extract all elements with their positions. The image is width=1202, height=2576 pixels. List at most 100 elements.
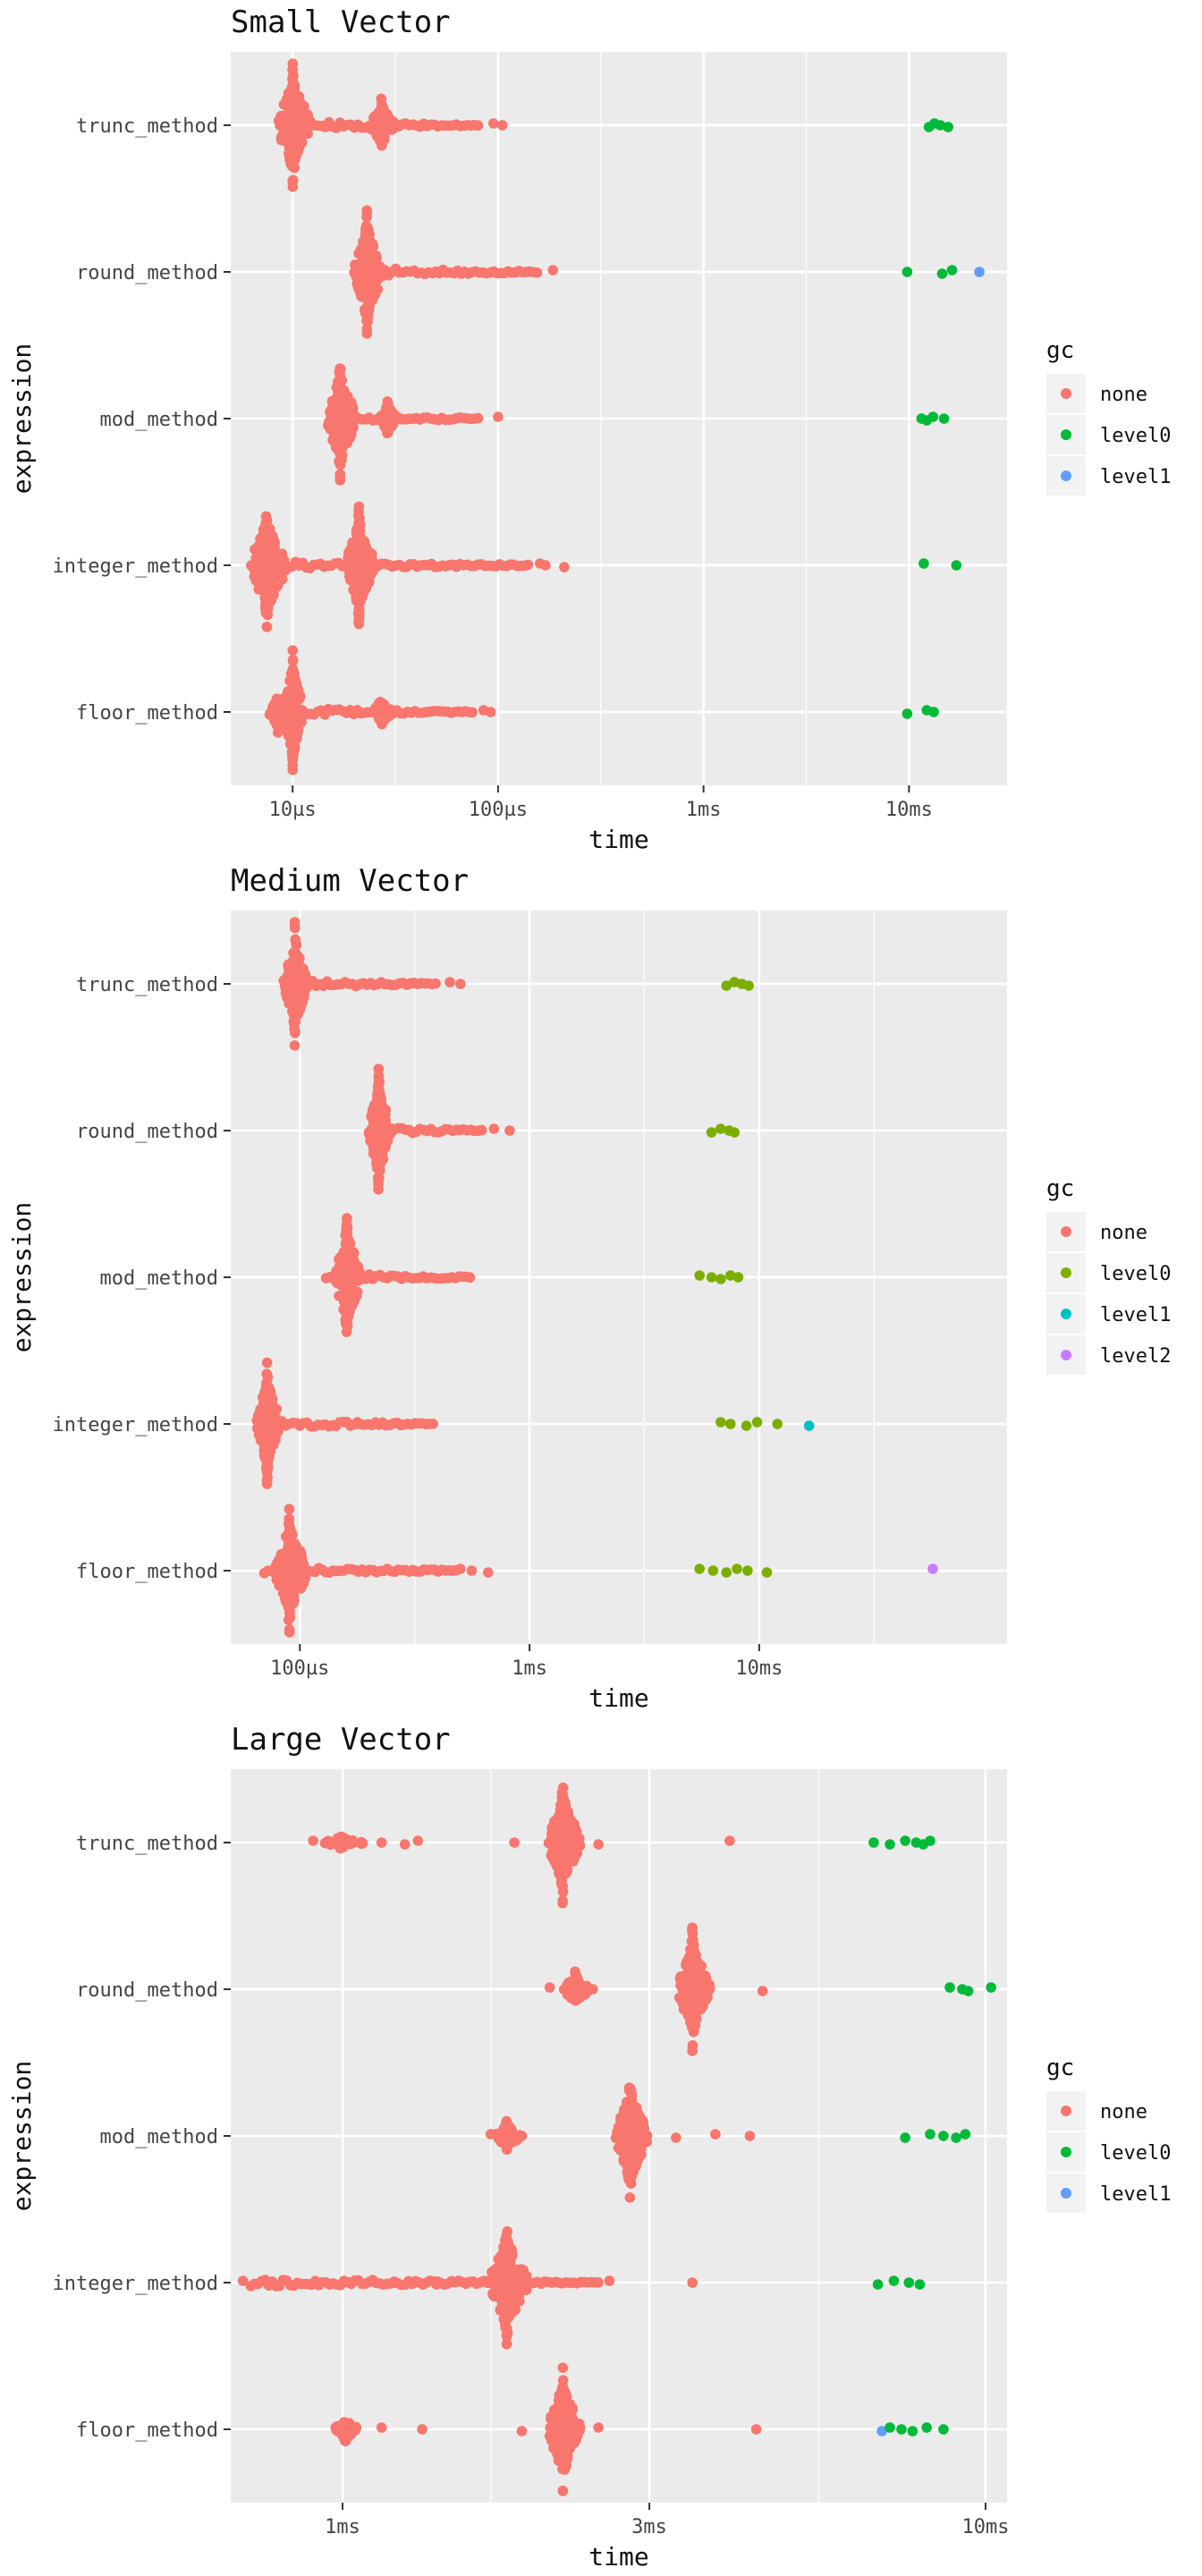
data-point bbox=[467, 707, 478, 718]
data-point bbox=[914, 2279, 926, 2290]
y-tick-label: mod_method bbox=[100, 409, 218, 431]
data-point bbox=[715, 1417, 726, 1428]
data-point bbox=[344, 428, 356, 439]
data-point bbox=[556, 1878, 567, 1890]
data-point bbox=[385, 1128, 396, 1140]
data-point bbox=[372, 1172, 384, 1183]
series-mod_method bbox=[485, 2082, 971, 2203]
data-point bbox=[334, 475, 346, 486]
data-point bbox=[885, 1839, 895, 1850]
data-point bbox=[570, 1966, 580, 1978]
legend-title: gc bbox=[1046, 1175, 1074, 1202]
data-point bbox=[261, 1357, 273, 1368]
data-point bbox=[593, 2422, 604, 2433]
x-axis-label: time bbox=[588, 825, 648, 854]
data-point bbox=[706, 1127, 717, 1138]
y-tick-label: mod_method bbox=[100, 2126, 218, 2148]
data-point bbox=[557, 2362, 569, 2373]
data-point bbox=[487, 118, 499, 129]
series-integer_method bbox=[245, 501, 962, 632]
data-point bbox=[936, 268, 948, 279]
series-floor_method bbox=[258, 1504, 938, 1638]
y-axis-label: expression bbox=[7, 343, 37, 495]
data-point bbox=[485, 707, 496, 717]
x-tick-label: 100µs bbox=[469, 799, 528, 821]
data-point bbox=[741, 1420, 752, 1431]
data-point bbox=[888, 2275, 900, 2286]
legend-label: level1 bbox=[1100, 1304, 1171, 1326]
data-point bbox=[362, 316, 373, 327]
y-tick-label: floor_method bbox=[76, 702, 218, 724]
data-point bbox=[938, 413, 950, 424]
cluster-core bbox=[383, 409, 393, 428]
data-point bbox=[275, 111, 286, 123]
data-point bbox=[927, 411, 939, 422]
data-point bbox=[557, 1895, 568, 1906]
data-point bbox=[671, 2132, 681, 2143]
cluster-core bbox=[554, 1809, 572, 1877]
legend-label: level0 bbox=[1100, 1263, 1171, 1285]
x-tick-label: 1ms bbox=[512, 1657, 547, 1680]
data-point bbox=[951, 2132, 961, 2143]
data-point bbox=[694, 1563, 706, 1574]
legend: gc none level0 level1 bbox=[1046, 2055, 1171, 2213]
data-point bbox=[704, 1984, 715, 1996]
legend-title: gc bbox=[1046, 2055, 1074, 2081]
data-point bbox=[960, 2129, 971, 2140]
data-point bbox=[501, 2339, 512, 2350]
data-point bbox=[744, 2131, 756, 2141]
y-tick-label: trunc_method bbox=[76, 1833, 218, 1855]
data-point bbox=[593, 1839, 604, 1850]
cluster-core bbox=[683, 1955, 702, 2023]
data-point bbox=[900, 2132, 910, 2143]
data-point bbox=[925, 2129, 935, 2140]
data-point bbox=[986, 1982, 996, 1993]
data-point bbox=[399, 1839, 411, 1850]
data-point bbox=[918, 558, 929, 569]
data-point bbox=[431, 2279, 442, 2290]
data-point bbox=[732, 1563, 742, 1574]
data-point bbox=[345, 400, 357, 411]
data-point bbox=[287, 78, 299, 89]
series-integer_method bbox=[237, 2226, 926, 2350]
data-point bbox=[732, 1272, 744, 1283]
legend-swatch bbox=[1061, 1267, 1071, 1278]
data-point bbox=[962, 1986, 974, 1996]
data-point bbox=[354, 520, 366, 530]
data-point bbox=[604, 2275, 615, 2286]
data-point bbox=[376, 2422, 387, 2433]
data-point bbox=[334, 365, 345, 377]
cluster-core bbox=[332, 385, 348, 453]
legend-label: level1 bbox=[1100, 2183, 1171, 2206]
y-tick-label: floor_method bbox=[76, 2419, 218, 2442]
data-point bbox=[308, 1835, 318, 1846]
cluster-core bbox=[359, 238, 376, 306]
data-point bbox=[367, 124, 377, 135]
data-point bbox=[750, 2424, 762, 2435]
data-point bbox=[903, 2277, 915, 2288]
data-point bbox=[373, 1063, 385, 1074]
series-round_method bbox=[544, 1922, 996, 2056]
data-point bbox=[944, 1982, 955, 1993]
data-point bbox=[907, 2426, 918, 2436]
cluster-core bbox=[288, 950, 301, 1018]
data-point bbox=[482, 1567, 494, 1578]
cluster-core bbox=[327, 1839, 352, 1846]
data-point bbox=[974, 267, 985, 277]
legend-swatch bbox=[1061, 429, 1071, 440]
data-point bbox=[943, 122, 953, 132]
data-point bbox=[547, 265, 559, 275]
data-point bbox=[694, 1270, 706, 1281]
data-point bbox=[540, 560, 551, 571]
data-point bbox=[896, 2424, 907, 2435]
data-point bbox=[928, 707, 939, 717]
data-point bbox=[544, 1982, 555, 1993]
chart-3: Large Vector trunc_method round_method mod_… bbox=[7, 1722, 1171, 2572]
cluster-core bbox=[272, 700, 284, 724]
data-point bbox=[721, 980, 732, 991]
y-tick-label: round_method bbox=[76, 262, 218, 284]
cluster-core bbox=[568, 1979, 583, 1999]
x-tick-label: 100µs bbox=[270, 1657, 329, 1680]
legend-label: none bbox=[1100, 2101, 1147, 2123]
data-point bbox=[287, 664, 299, 674]
